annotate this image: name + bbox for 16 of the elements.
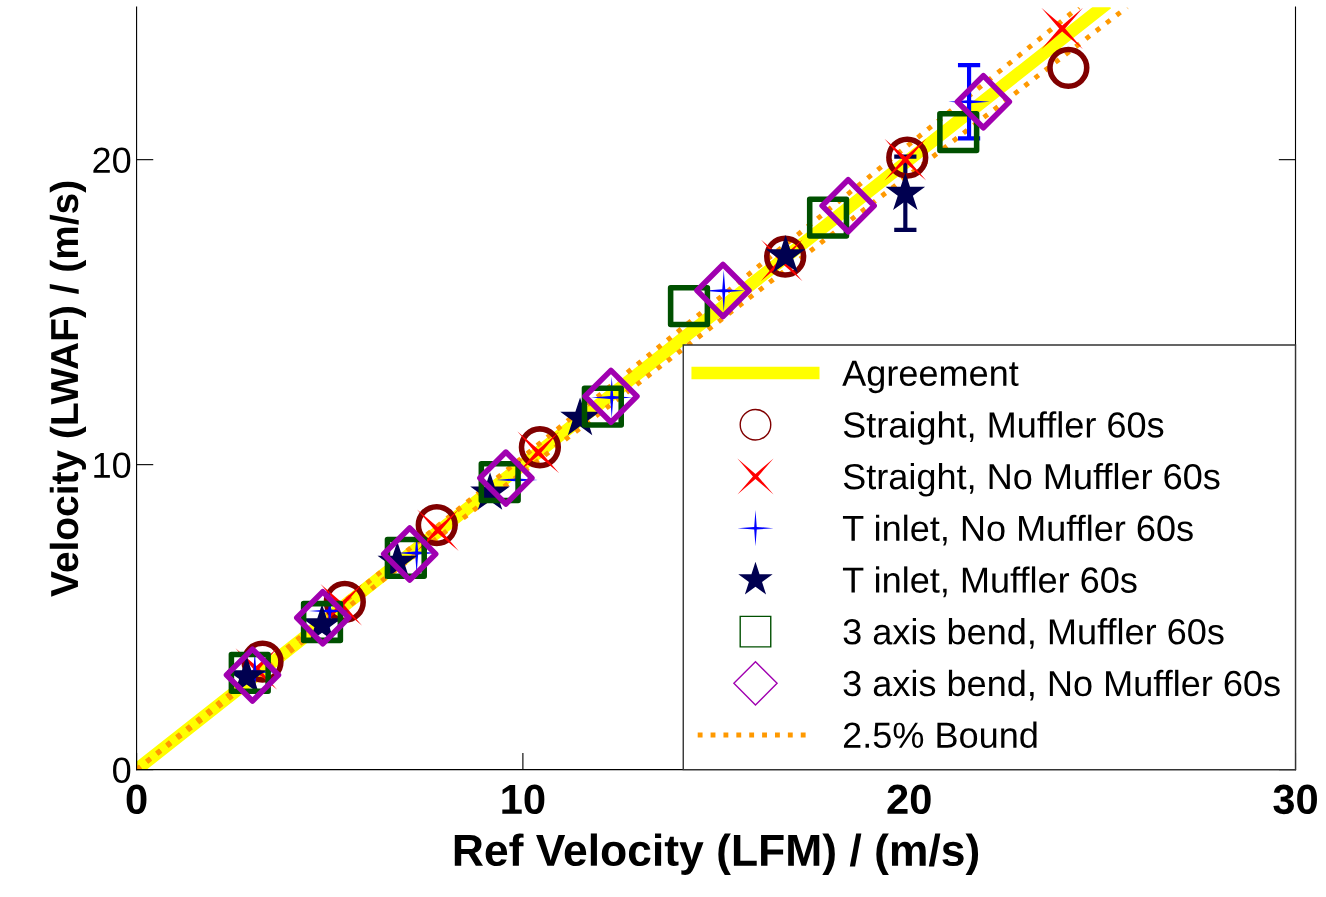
y-axis-title: Velocity (LWAF) / (m/s) [49,181,86,597]
legend-label: T inlet, No Muffler 60s [842,514,1193,546]
legend-label: 3 axis bend, No Muffler 60s [843,669,1280,701]
x-tick-label: 10 [502,784,545,815]
legend-label: 2.5% Bound [843,721,1037,749]
y-tick-label: 0 [113,757,131,784]
legend-label: Straight, No Muffler 60s [843,462,1220,497]
legend-label: 3 axis bend, Muffler 60s [843,618,1224,649]
legend-label: T inlet, Muffler 60s [842,566,1137,598]
x-tick-label: 30 [1273,784,1317,815]
x-axis-title: Ref Velocity (LFM) / (m/s) [454,833,979,875]
y-tick-label: 20 [93,147,131,174]
x-tick-label: 20 [887,784,931,815]
y-tick-label: 10 [94,452,131,479]
legend-label: Agreement [842,360,1019,394]
legend-label: Straight, Muffler 60s [843,411,1164,445]
